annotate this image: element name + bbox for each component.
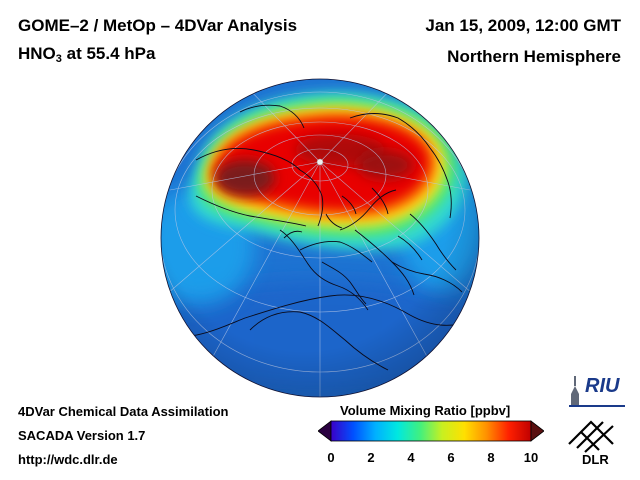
riu-logo-text: RIU: [585, 375, 620, 397]
species-label: HNO3 at 55.4 hPa: [18, 44, 155, 65]
colorbar-title: Volume Mixing Ratio [ppbv]: [340, 403, 511, 418]
colorbar-over-arrow: [530, 420, 544, 442]
globe-outline: [160, 78, 480, 398]
species-suffix: at 55.4 hPa: [61, 44, 156, 63]
dlr-logo-text: DLR: [582, 452, 609, 467]
colorbar-under-arrow: [318, 420, 332, 442]
colorbar-tick-label: 0: [327, 450, 335, 465]
colorbar-tick-label: 6: [447, 450, 455, 465]
footer-version-label: SACADA Version 1.7: [18, 428, 146, 443]
footer-assimilation-label: 4DVar Chemical Data Assimilation: [18, 404, 229, 419]
dlr-logo-mark: [568, 420, 614, 453]
datetime-label: Jan 15, 2009, 12:00 GMT: [425, 16, 621, 35]
region-label: Northern Hemisphere: [447, 47, 621, 66]
globe-shading: [161, 79, 479, 397]
colorbar-tick-label: 10: [523, 450, 539, 465]
footer-url-link[interactable]: http://wdc.dlr.de: [18, 452, 118, 467]
species-prefix: HNO: [18, 44, 56, 63]
colorbar-scale: [330, 420, 532, 442]
riu-logo-mark: [569, 376, 625, 407]
colorbar-tick-label: 2: [367, 450, 375, 465]
map-title: GOME–2 / MetOp – 4DVar Analysis: [18, 16, 298, 35]
colorbar-tick-label: 8: [487, 450, 495, 465]
colorbar: [318, 420, 544, 442]
species-subscript: 3: [55, 53, 62, 65]
colorbar-tick-label: 4: [407, 450, 415, 465]
